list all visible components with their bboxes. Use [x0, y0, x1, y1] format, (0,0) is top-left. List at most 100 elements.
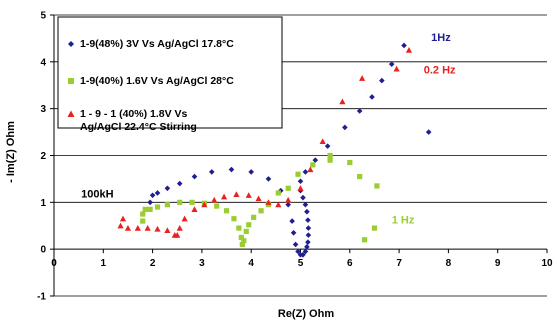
data-point: [164, 227, 171, 234]
legend: 1-9(48%) 3V Vs Ag/AgCl 17.8°C 1-9(40%) 1.…: [57, 16, 283, 133]
x-tick-label: 4: [248, 258, 254, 269]
data-point: [119, 215, 127, 222]
data-point: [305, 239, 311, 245]
data-point: [228, 166, 235, 173]
data-point: [164, 185, 171, 192]
data-point: [290, 229, 297, 236]
data-point: [245, 192, 252, 198]
data-point: [191, 173, 198, 180]
data-point: [140, 218, 146, 224]
data-point: [191, 206, 198, 212]
data-point: [319, 138, 326, 145]
data-point: [297, 185, 304, 191]
legend-marker: [68, 41, 74, 47]
data-point: [302, 201, 309, 208]
legend-entry: 1-9(48%) 3V Vs Ag/AgCl 17.8°C: [80, 38, 234, 50]
data-point: [211, 196, 218, 203]
legend-box: [57, 16, 283, 129]
data-point: [147, 206, 153, 212]
annotation-label: 1 Hz: [392, 214, 415, 226]
data-point: [265, 176, 272, 182]
data-point: [300, 194, 306, 201]
data-point: [241, 238, 247, 244]
data-point: [220, 193, 228, 200]
data-point: [255, 195, 262, 202]
data-point: [347, 159, 353, 166]
series-1: [147, 42, 432, 258]
data-point: [177, 199, 183, 205]
data-point: [189, 199, 195, 205]
data-series: [117, 42, 432, 258]
data-point: [295, 171, 301, 177]
data-point: [425, 129, 432, 135]
data-point: [401, 42, 407, 49]
y-tick-label: 1: [40, 198, 46, 209]
annotation-label: 0.2 Hz: [424, 65, 456, 77]
x-tick-label: 1: [101, 258, 107, 269]
data-point: [356, 108, 363, 114]
x-tick-label: 8: [446, 258, 452, 269]
data-point: [258, 208, 264, 214]
data-point: [393, 65, 400, 72]
y-tick-label: 4: [40, 57, 46, 68]
data-point: [236, 225, 242, 231]
x-axis-label: Re(Z) Ohm: [278, 308, 334, 320]
data-point: [251, 214, 257, 220]
data-point: [154, 190, 161, 196]
legend-entry: Ag/AgCl 22.4°C Stirring: [80, 121, 197, 133]
data-point: [248, 169, 254, 175]
data-point: [275, 190, 281, 196]
x-tick-label: 3: [199, 258, 205, 269]
data-point: [357, 173, 363, 180]
data-point: [289, 218, 295, 224]
data-point: [149, 192, 156, 199]
data-point: [302, 169, 309, 175]
data-point: [243, 228, 249, 234]
legend-entry: 1-9(40%) 1.6V Vs Ag/AgCl 28°C: [80, 75, 234, 87]
data-point: [214, 203, 220, 209]
data-point: [181, 215, 188, 222]
x-tick-label: 7: [396, 258, 402, 269]
data-point: [369, 94, 375, 100]
data-point: [295, 248, 301, 255]
data-point: [238, 234, 244, 241]
data-point: [300, 251, 306, 258]
data-point: [174, 232, 181, 238]
x-tick-label: 0: [51, 258, 57, 269]
data-point: [223, 208, 230, 214]
data-point: [176, 224, 183, 231]
data-point: [285, 185, 291, 191]
annotations: 1Hz 0.2 Hz 1 Hz 100kH: [81, 32, 456, 227]
data-point: [342, 124, 348, 131]
data-point: [305, 217, 311, 223]
data-point: [144, 224, 151, 231]
legend-marker: [67, 110, 75, 117]
data-point: [201, 201, 208, 208]
data-point: [304, 244, 310, 250]
data-point: [310, 162, 316, 168]
data-point: [324, 143, 331, 149]
data-point: [312, 157, 319, 163]
data-point: [371, 225, 378, 231]
data-point: [176, 180, 183, 187]
data-point: [305, 232, 312, 238]
x-tick-label: 5: [298, 258, 304, 269]
data-point: [154, 225, 161, 232]
data-point: [327, 157, 333, 163]
y-tick-label: 0: [40, 245, 46, 256]
data-point: [297, 178, 304, 185]
data-point: [307, 166, 314, 173]
data-point: [388, 61, 395, 67]
series-3: [117, 47, 413, 238]
data-point: [359, 75, 366, 81]
data-point: [405, 47, 413, 53]
data-point: [239, 241, 245, 248]
data-point: [233, 191, 240, 197]
x-tick-label: 9: [495, 258, 501, 269]
data-point: [292, 241, 299, 248]
data-point: [142, 206, 148, 212]
data-point: [275, 201, 282, 208]
x-tick-label: 6: [347, 258, 353, 269]
annotation-label: 1Hz: [431, 32, 451, 44]
legend-marker: [68, 78, 74, 84]
